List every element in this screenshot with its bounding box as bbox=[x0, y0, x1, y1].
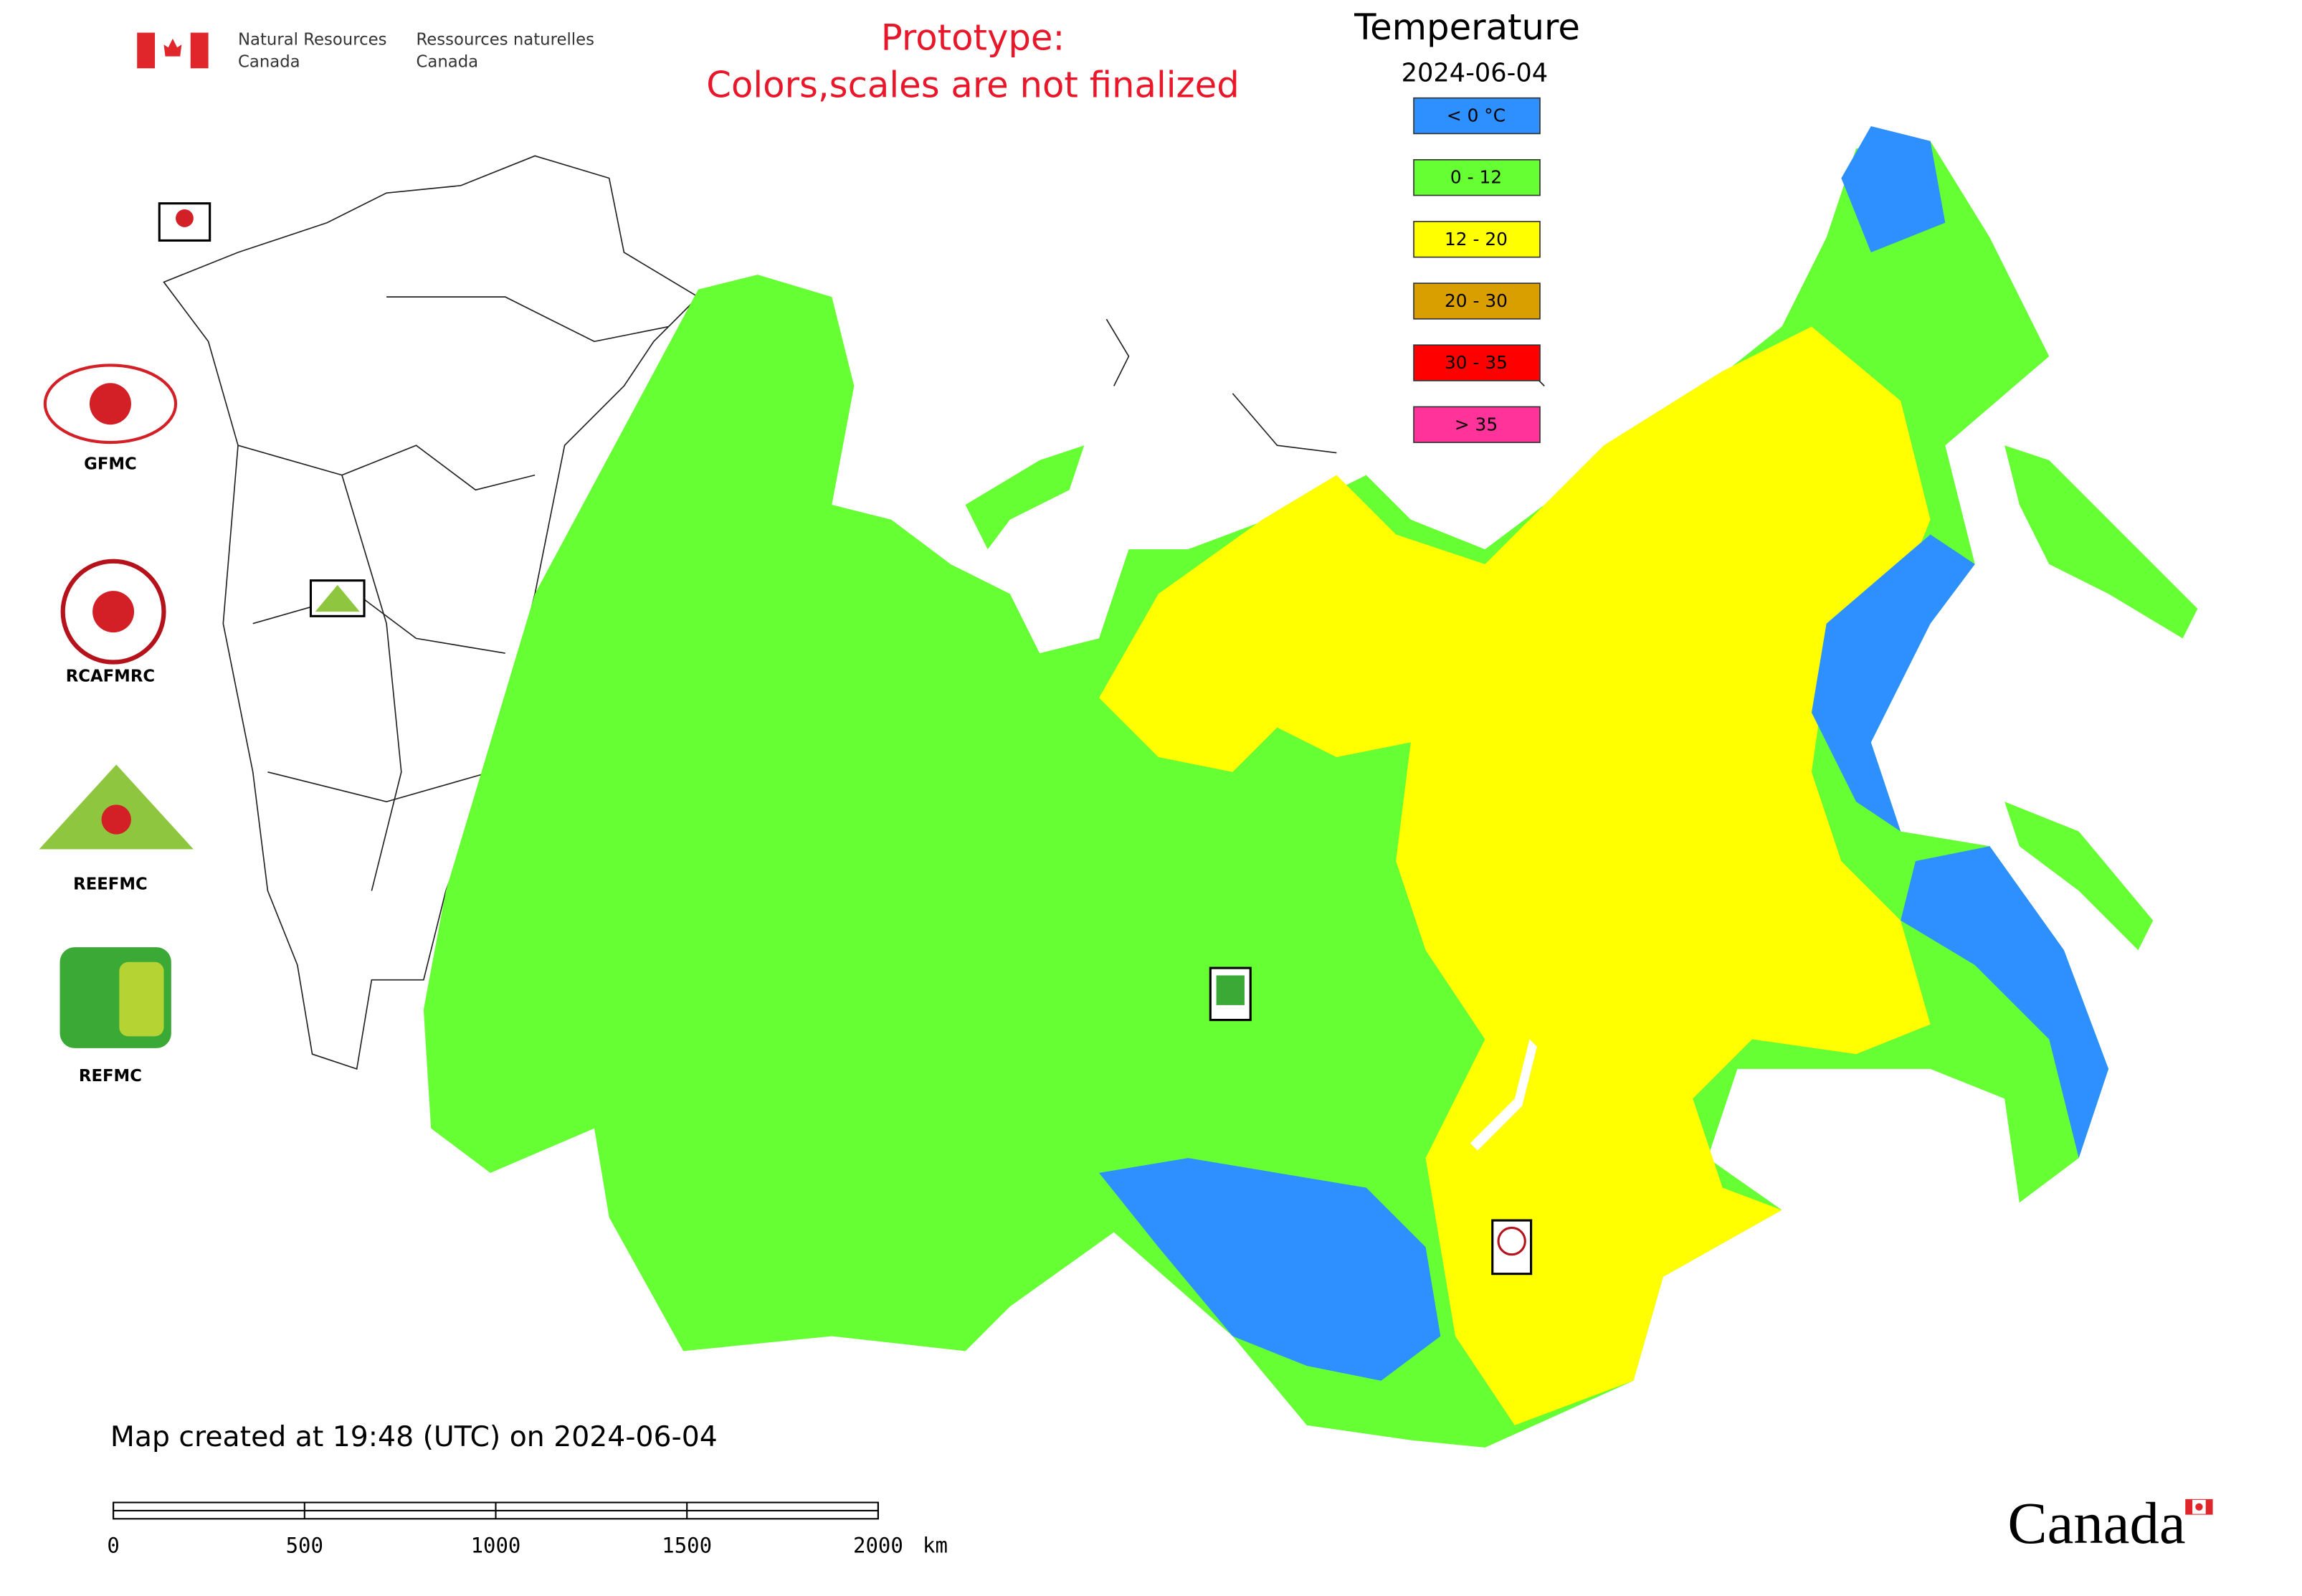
agency-en: Canada bbox=[238, 52, 300, 71]
scale-label: 1500 bbox=[662, 1534, 712, 1558]
logo-labels: GFMC RCAFMRC REEFMC REFMC bbox=[66, 455, 155, 1086]
scale-bar: 0 500 1000 1500 2000 km bbox=[107, 1501, 948, 1558]
legend-label: > 35 bbox=[1455, 414, 1498, 434]
legend-swatch bbox=[1413, 97, 1541, 135]
legend-swatch bbox=[1413, 221, 1541, 258]
legend-date: 2024-06-04 bbox=[1402, 59, 1549, 88]
prototype-notice: Prototype: bbox=[881, 16, 1065, 58]
land-cold bbox=[1811, 534, 1975, 832]
logo-label: RCAFMRC bbox=[66, 668, 155, 686]
legend-swatch bbox=[1413, 406, 1541, 443]
land-cold bbox=[1099, 1158, 1441, 1381]
legend-swatch bbox=[1413, 282, 1541, 320]
logo-label: REFMC bbox=[79, 1067, 142, 1086]
canada-wordmark: Canada bbox=[2007, 1490, 2185, 1556]
scale-label: 500 bbox=[286, 1534, 323, 1558]
scale-unit: km bbox=[923, 1534, 948, 1558]
legend-title: Temperature bbox=[1354, 6, 1580, 48]
legend-label: 20 - 30 bbox=[1445, 290, 1508, 311]
legend: < 0 °C 0 - 12 12 - 20 20 - 30 30 - 35 > 35 bbox=[1413, 97, 1541, 443]
legend-swatch bbox=[1413, 158, 1541, 196]
created-note: Map created at 19:48 (UTC) on 2024-06-04 bbox=[110, 1420, 718, 1453]
canada-flag bbox=[137, 32, 209, 69]
land-warm bbox=[1099, 326, 1931, 1425]
logo-label: REEFMC bbox=[73, 875, 148, 894]
agency-en: Natural Resources bbox=[238, 30, 386, 49]
scale-label: 0 bbox=[107, 1534, 119, 1558]
scale-label: 2000 bbox=[853, 1534, 903, 1558]
legend-label: < 0 °C bbox=[1447, 105, 1506, 126]
legend-label: 30 - 35 bbox=[1445, 352, 1508, 373]
lake-baikal bbox=[1470, 1039, 1537, 1151]
legend-label: 0 - 12 bbox=[1450, 167, 1502, 188]
sakhalin bbox=[2004, 802, 2154, 951]
legend-swatch bbox=[1413, 344, 1541, 381]
agency-fr: Ressources naturelles bbox=[417, 30, 594, 49]
novaya-zemlya bbox=[965, 445, 1085, 550]
land-cold bbox=[1901, 846, 2109, 1159]
prototype-notice: Colors,scales are not finalized bbox=[706, 65, 1239, 106]
agency-fr: Canada bbox=[417, 52, 479, 71]
kamchatka bbox=[2004, 445, 2198, 639]
legend-label: 12 - 20 bbox=[1445, 229, 1508, 250]
logos bbox=[39, 364, 194, 1048]
wordmark-flag bbox=[2185, 1498, 2213, 1515]
map-markers bbox=[158, 202, 1533, 1276]
land-cold bbox=[1841, 126, 1946, 253]
logo-label: GFMC bbox=[84, 455, 137, 474]
scale-label: 1000 bbox=[471, 1534, 521, 1558]
